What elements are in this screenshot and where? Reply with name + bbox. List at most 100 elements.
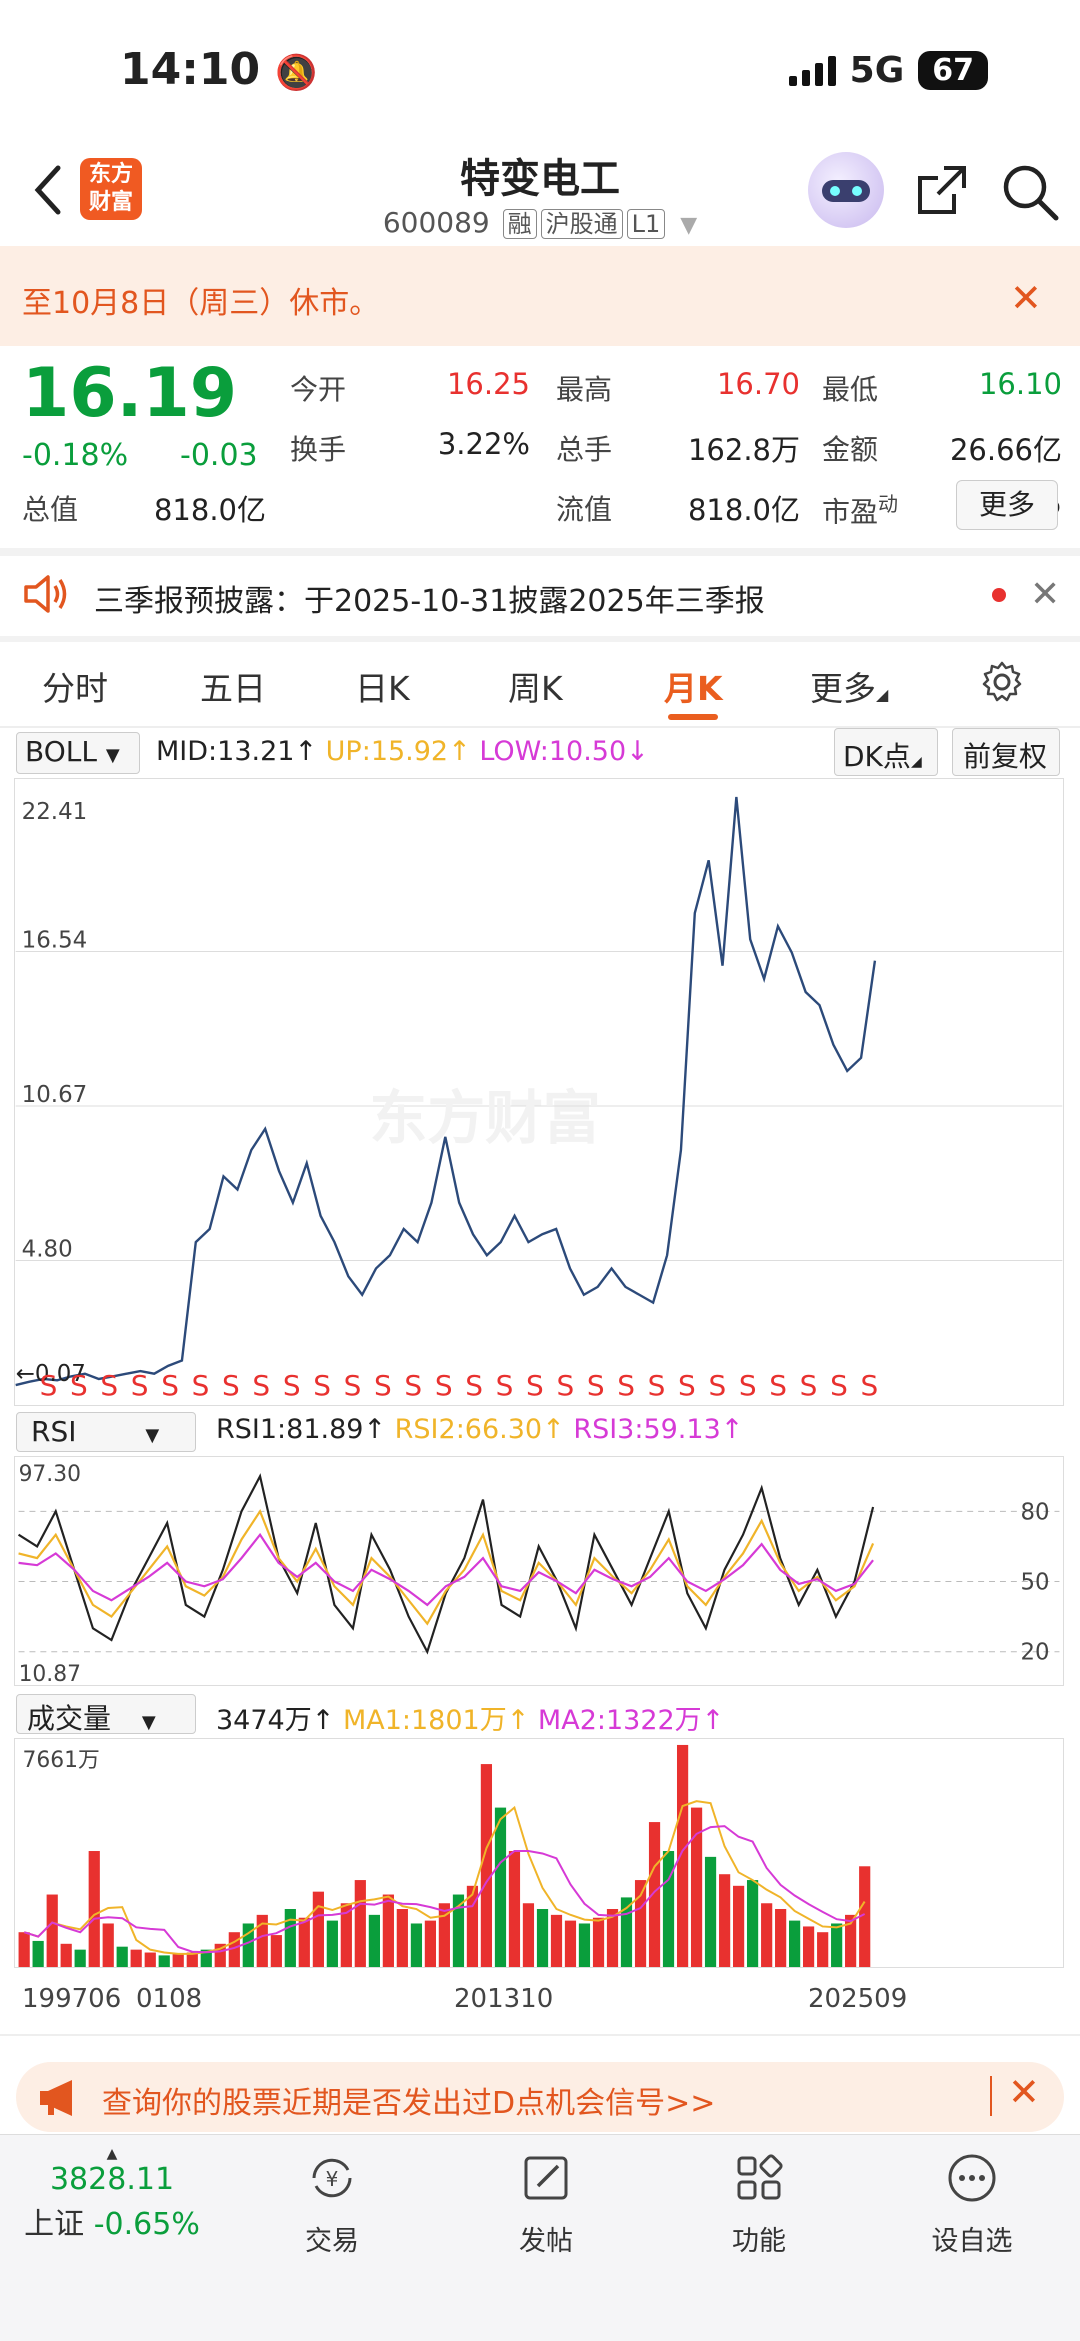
volume-bar — [648, 1822, 661, 1967]
x-label-end: 202509 — [808, 1984, 908, 2014]
sell-signal-marker: S — [100, 1369, 118, 1402]
volume-ma-line — [23, 1825, 866, 1954]
sell-signal-marker: S — [40, 1369, 58, 1402]
volume-bar — [438, 1903, 450, 1967]
volume-bar — [60, 1943, 72, 1967]
volume-bar — [116, 1946, 128, 1967]
rsi-series-line — [17, 1473, 875, 1655]
sell-signal-marker: S — [739, 1369, 757, 1402]
sell-signal-marker: S — [222, 1369, 240, 1402]
sell-signal-marker: S — [769, 1369, 787, 1402]
price-chart[interactable]: 东方财富22.4116.5410.674.8022.41→←0.07SSSSSS… — [14, 778, 1064, 1406]
tab-monthly-k[interactable]: 月K — [664, 669, 723, 708]
volume-bar — [32, 1940, 44, 1967]
quote-label: 总手 — [556, 433, 613, 466]
volume-bar — [564, 1920, 577, 1967]
nav-add-watchlist-label: 设自选 — [931, 2226, 1013, 2257]
volume-bar — [761, 1903, 773, 1967]
volume-bar — [634, 1880, 647, 1967]
volume-bar — [340, 1903, 352, 1967]
active-tab-indicator — [668, 714, 718, 720]
stock-code-line[interactable]: 600089 融沪股通 L1 ▼ — [0, 204, 1080, 239]
current-price: 16.19 — [22, 354, 238, 433]
volume-bar — [326, 1920, 338, 1967]
volume-bar — [662, 1851, 675, 1967]
volume-bar — [775, 1909, 787, 1967]
rsi-chart[interactable]: 80 50 20 97.30 10.87 — [14, 1456, 1064, 1686]
volume-values: 3474万↑ MA1:1801万↑ MA2:1322万↑ — [216, 1698, 724, 1737]
share-icon[interactable] — [914, 162, 970, 218]
indicator-select[interactable]: BOLL ▼ — [16, 732, 140, 774]
rsi-level-label: 20 — [1021, 1640, 1050, 1666]
volume-select[interactable]: 成交量 ▼ — [16, 1694, 196, 1735]
sell-signal-marker: S — [648, 1369, 666, 1402]
rsi-y-max: 97.30 — [19, 1462, 81, 1487]
volume-bar — [494, 1807, 507, 1967]
volume-bar — [144, 1952, 156, 1967]
nav-trade[interactable]: ¥ 交易 — [267, 2150, 397, 2258]
quote-label: 最高 — [556, 373, 613, 406]
close-icon[interactable]: ✕ — [1030, 574, 1061, 615]
sell-signal-marker: S — [435, 1369, 453, 1402]
gear-icon[interactable] — [980, 660, 1024, 704]
volume-bar — [284, 1909, 296, 1967]
tab-intraday[interactable]: 分时 — [42, 669, 108, 708]
volume-bar — [592, 1917, 605, 1967]
change-value: -0.03 — [180, 438, 258, 473]
volume-bar — [578, 1923, 591, 1967]
volume-bar — [732, 1885, 745, 1967]
close-icon[interactable]: ✕ — [1008, 2070, 1040, 2114]
rsi-series-line — [18, 1532, 874, 1607]
volume-bar — [466, 1885, 479, 1967]
more-dots-icon — [948, 2154, 996, 2202]
boll-values: MID:13.21↑ UP:15.92↑ LOW:10.50↓ — [156, 736, 649, 767]
dk-point-button[interactable]: DK点◢ — [834, 728, 938, 776]
tab-more[interactable]: 更多◢ — [810, 669, 889, 708]
index-ticker[interactable]: ▲ 3828.11 上证 -0.65% — [22, 2146, 202, 2243]
boll-low: LOW:10.50↓ — [479, 736, 649, 767]
nav-post[interactable]: 发帖 — [481, 2150, 611, 2258]
volume-bar — [88, 1851, 100, 1967]
y-axis-label: 10.67 — [22, 1082, 88, 1108]
adjustment-button[interactable]: 前复权 — [952, 728, 1060, 776]
dk-promo-banner[interactable] — [16, 2062, 1064, 2132]
rsi-select[interactable]: RSI ▼ — [16, 1412, 196, 1452]
volume-bar — [424, 1920, 437, 1967]
tab-five-day[interactable]: 五日 — [200, 669, 266, 708]
announcement-text[interactable]: 三季报预披露：于2025-10-31披露2025年三季报 — [94, 584, 765, 619]
search-icon[interactable] — [1000, 162, 1060, 222]
sell-signal-marker: S — [344, 1369, 362, 1402]
quote-value: 16.25 — [446, 367, 530, 401]
x-label-start: 199706 — [22, 1984, 122, 2014]
up-arrow-icon: ▲ — [106, 2146, 118, 2162]
quote-label-sup: 动 — [878, 492, 899, 516]
min-price-label: ←0.07 — [16, 1361, 86, 1387]
volume-bar — [368, 1914, 380, 1967]
promo-text[interactable]: 查询你的股票近期是否发出过D点机会信号>> — [102, 2086, 716, 2121]
nav-add-watchlist[interactable]: 设自选 — [907, 2150, 1037, 2258]
nav-functions[interactable]: 功能 — [694, 2150, 824, 2258]
speaker-icon — [24, 575, 67, 613]
quote-label: 最低 — [822, 373, 879, 406]
volume-bar — [690, 1807, 703, 1967]
volume-bar — [719, 1874, 731, 1967]
volume-bar — [410, 1923, 423, 1967]
tab-weekly-k[interactable]: 周K — [508, 669, 563, 708]
close-icon[interactable]: ✕ — [1010, 276, 1042, 320]
assistant-avatar[interactable] — [808, 152, 884, 228]
nav-functions-label: 功能 — [732, 2226, 786, 2257]
volume-bar — [606, 1909, 619, 1967]
stock-code: 600089 — [382, 206, 490, 239]
divider — [0, 636, 1080, 642]
volume-bar — [676, 1744, 689, 1967]
sell-signal-marker: S — [70, 1369, 88, 1402]
volume-ma1: MA1:1801万↑ — [342, 1705, 530, 1736]
sell-signal-marker: S — [374, 1369, 392, 1402]
volume-chart[interactable]: 7661万 — [14, 1738, 1064, 1968]
tag-hk-connect: 沪股通 — [540, 209, 623, 239]
tab-daily-k[interactable]: 日K — [355, 669, 410, 708]
more-button[interactable]: 更多 — [956, 480, 1058, 530]
volume-bar — [802, 1926, 815, 1967]
back-icon[interactable] — [28, 160, 68, 220]
sell-signal-marker: S — [283, 1369, 301, 1402]
